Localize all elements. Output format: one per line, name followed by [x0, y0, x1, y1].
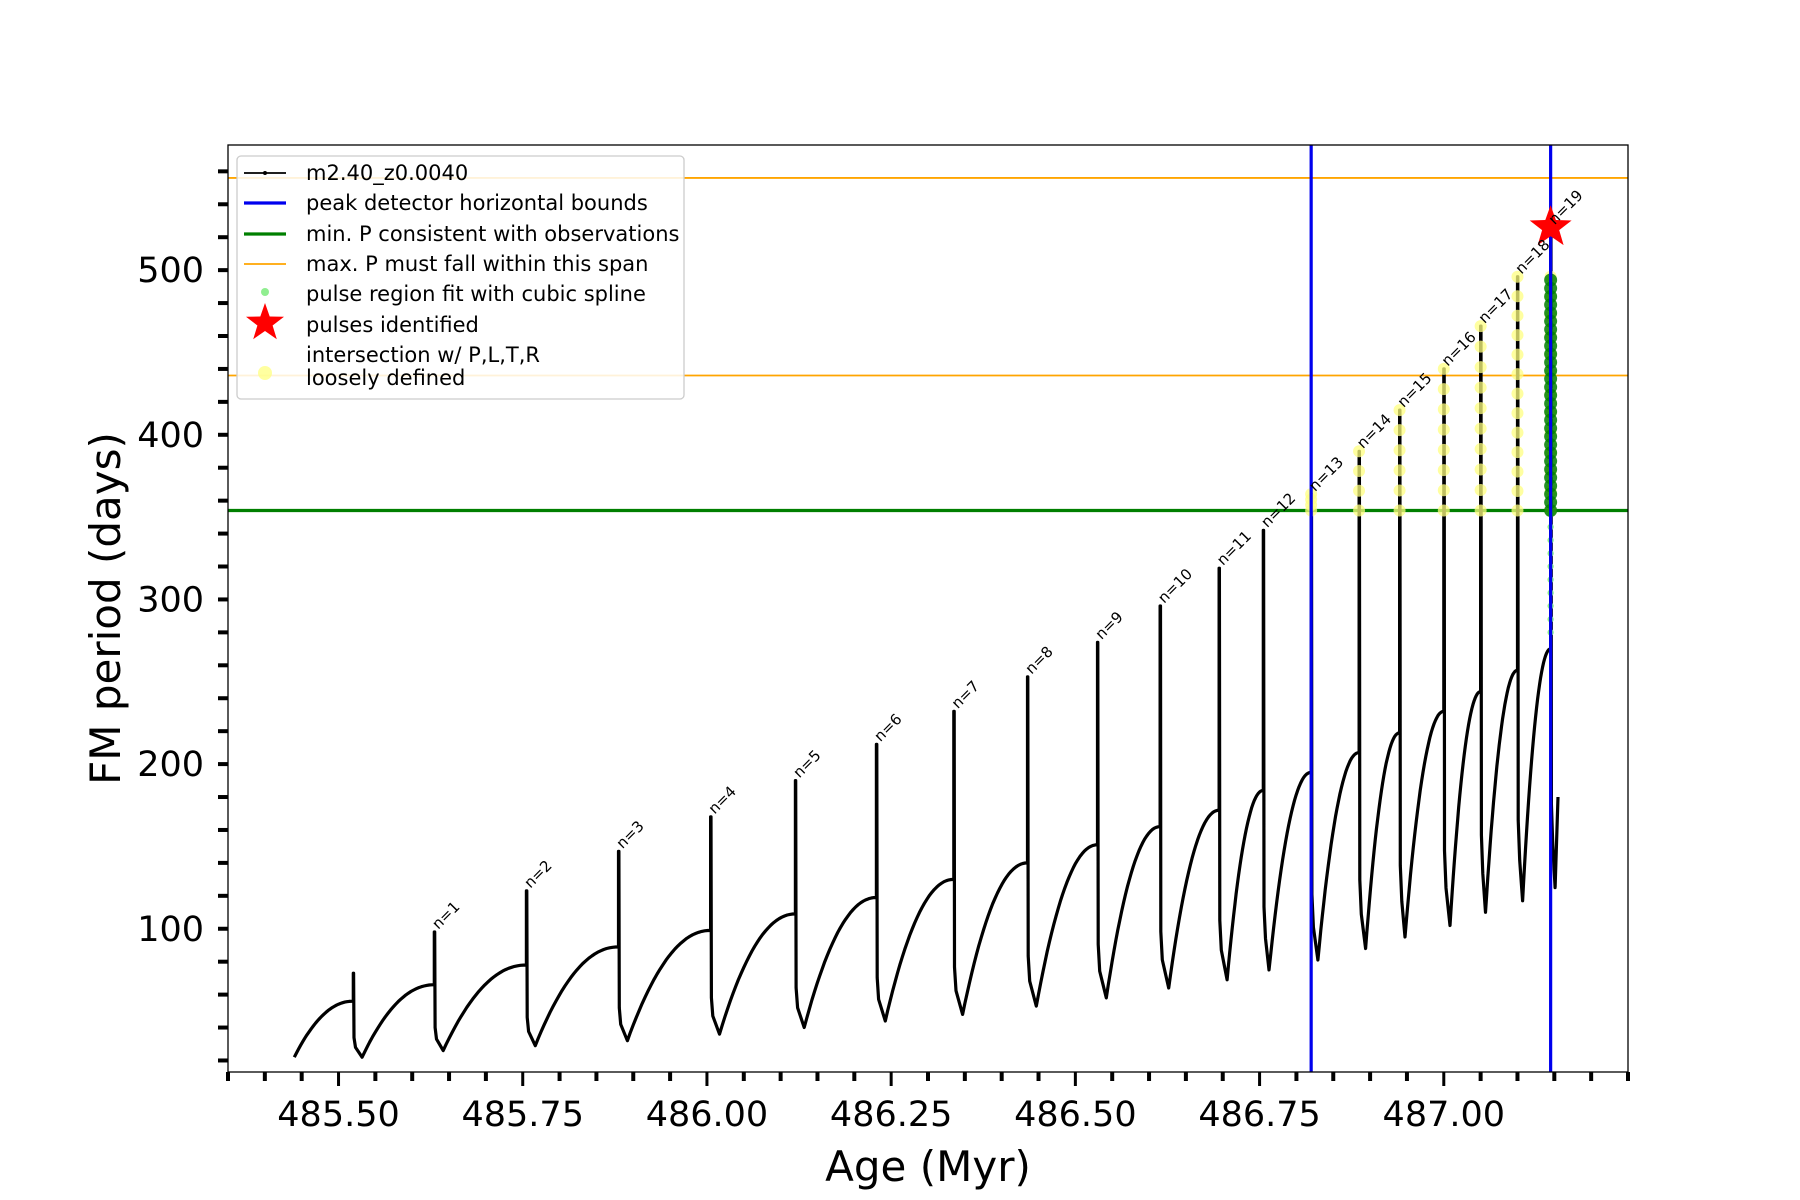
legend-swatch-star — [246, 303, 284, 340]
loose-point — [1393, 504, 1406, 517]
y-tick-label: 100 — [137, 910, 204, 950]
pulse-label: n=4 — [705, 783, 740, 818]
x-tick-label: 485.75 — [462, 1095, 584, 1135]
legend-label: m2.40_z0.0040 — [306, 161, 468, 186]
loose-point — [1474, 320, 1487, 333]
y-tick-label: 300 — [137, 580, 204, 620]
track-series-line — [292, 225, 1560, 1059]
ticks: 485.50 485.75 486.00 486.25 486.50 486.75 487.… — [137, 169, 1630, 1135]
loose-point — [1474, 443, 1487, 456]
legend-label: peak detector horizontal bounds — [306, 191, 648, 215]
loose-point — [1437, 362, 1450, 375]
loose-point — [1474, 340, 1487, 353]
loose-point — [1511, 504, 1524, 517]
pulse-label: n=6 — [871, 710, 906, 745]
loose-point — [1474, 381, 1487, 394]
pulse-label: n=14 — [1353, 410, 1395, 452]
y-tick-label: 500 — [137, 251, 204, 291]
loose-point — [1393, 464, 1406, 477]
pulse-label: n=17 — [1475, 285, 1517, 327]
loose-point — [1474, 463, 1487, 476]
loose-point — [1511, 446, 1524, 459]
loose-point — [1353, 484, 1366, 497]
legend-label: min. P consistent with observations — [306, 222, 679, 246]
loose-point — [1511, 309, 1524, 322]
loose-point — [1511, 485, 1524, 498]
pulse-label: n=9 — [1092, 608, 1127, 643]
pulse-label: n=18 — [1512, 236, 1554, 278]
loose-point — [1511, 407, 1524, 420]
loose-point — [1511, 290, 1524, 303]
loose-point — [1437, 504, 1450, 517]
legend-label-line2: loosely defined — [306, 366, 465, 390]
y-axis-label: FM period (days) — [81, 432, 130, 785]
pulse-label: n=5 — [789, 746, 824, 781]
pulse-label: n=8 — [1022, 643, 1057, 678]
loose-point — [1511, 270, 1524, 283]
loose-point — [1437, 484, 1450, 497]
pulse-label: n=7 — [948, 677, 983, 712]
plot-data — [228, 145, 1628, 1072]
loose-point — [1474, 422, 1487, 435]
x-tick-label: 486.00 — [646, 1095, 768, 1135]
y-tick-label: 200 — [137, 745, 204, 785]
x-tick-label: 486.75 — [1198, 1095, 1320, 1135]
loose-point — [1511, 426, 1524, 439]
loose-point — [1437, 403, 1450, 416]
loose-point — [1511, 465, 1524, 478]
x-axis-label: Age (Myr) — [825, 1142, 1031, 1191]
loose-point — [1393, 484, 1406, 497]
legend-swatch-marker — [263, 171, 267, 175]
loose-point — [1474, 504, 1487, 517]
loose-point — [1437, 423, 1450, 436]
pulse-label: n=11 — [1213, 527, 1255, 569]
legend-label: intersection w/ P,L,T,R — [306, 343, 540, 367]
y-tick-label: 400 — [137, 416, 204, 456]
loose-point — [1437, 464, 1450, 477]
loose-point — [1474, 402, 1487, 415]
pulse-label: n=3 — [613, 817, 648, 852]
legend-swatch-loose — [258, 366, 272, 380]
x-tick-label: 485.50 — [277, 1095, 399, 1135]
loose-point — [1353, 465, 1366, 478]
loose-point — [1353, 445, 1366, 458]
loose-point — [1437, 383, 1450, 396]
pulse-identified-star — [1529, 205, 1572, 246]
loose-point — [1393, 444, 1406, 457]
pulse-label: n=10 — [1154, 565, 1196, 607]
legend-label: pulse region fit with cubic spline — [306, 282, 646, 306]
loose-point — [1437, 443, 1450, 456]
loose-point — [1511, 329, 1524, 342]
loose-point — [1511, 387, 1524, 400]
pulse-label: n=1 — [428, 898, 463, 933]
loose-point — [1353, 504, 1366, 517]
legend-swatch-spline — [261, 288, 269, 296]
x-tick-label: 486.50 — [1014, 1095, 1136, 1135]
legend-box — [236, 155, 685, 400]
x-tick-label: 487.00 — [1383, 1095, 1505, 1135]
loose-point — [1511, 368, 1524, 381]
legend-label: max. P must fall within this span — [306, 252, 648, 276]
loose-point — [1474, 484, 1487, 497]
loose-point — [1474, 361, 1487, 374]
legend-label: pulses identified — [306, 313, 479, 337]
pulse-label: n=2 — [521, 857, 556, 892]
x-tick-label: 486.25 — [830, 1095, 952, 1135]
loose-point — [1511, 348, 1524, 361]
pulse-label: n=16 — [1438, 328, 1480, 370]
loose-point — [1393, 424, 1406, 437]
loose-point — [1393, 404, 1406, 417]
